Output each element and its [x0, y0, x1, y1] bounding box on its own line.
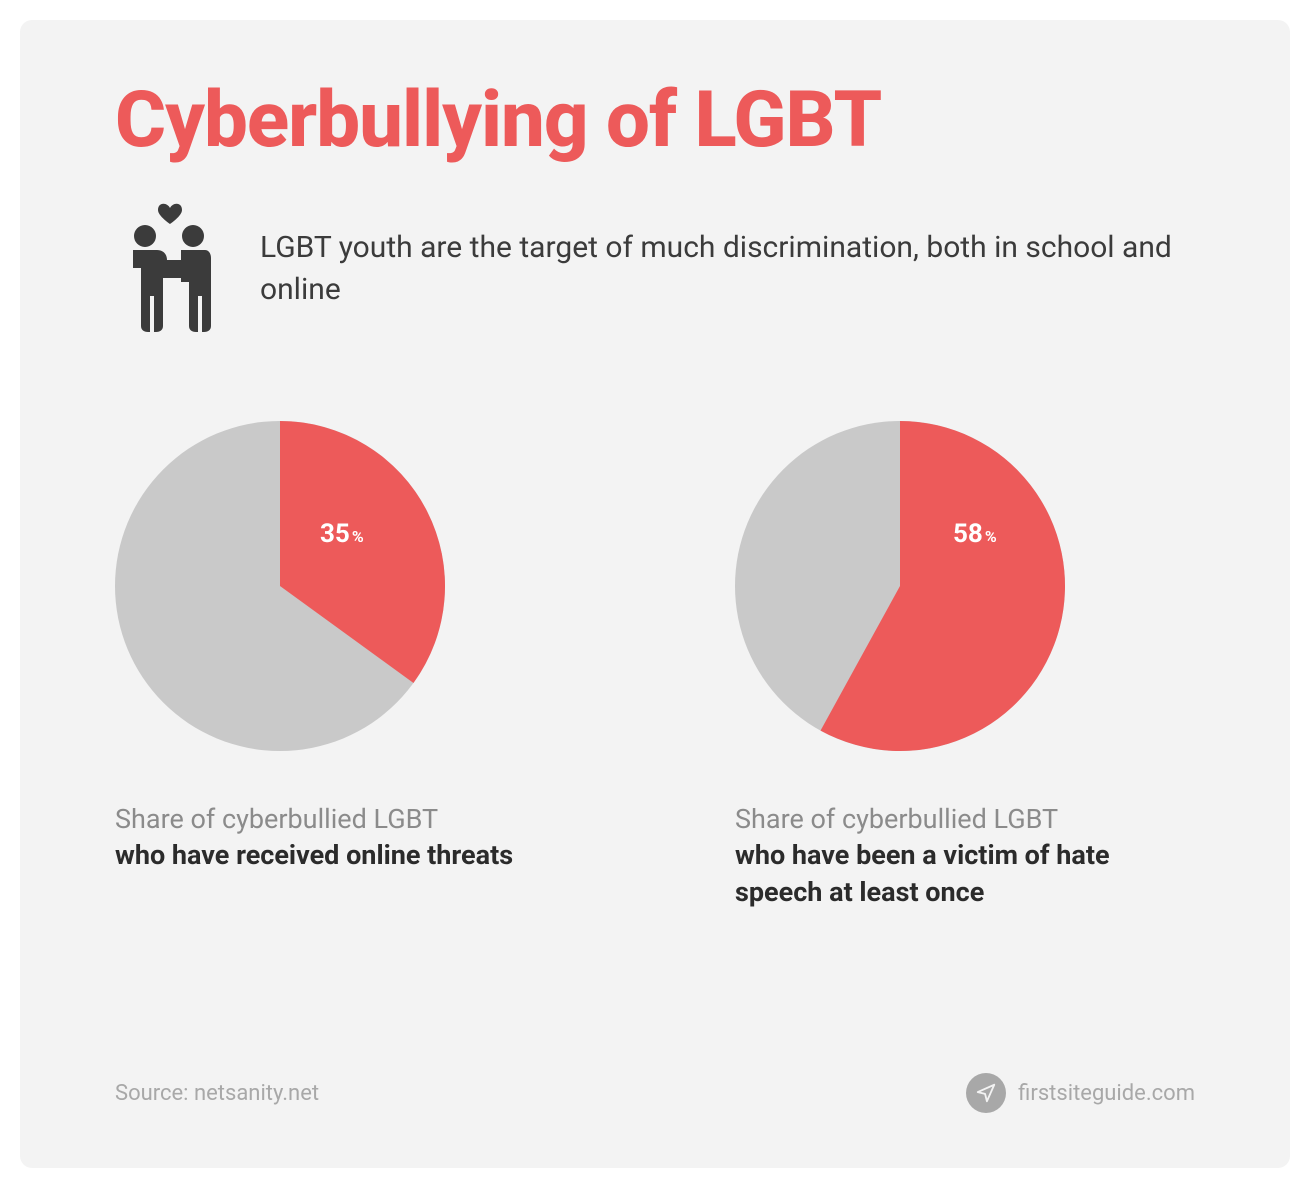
source-prefix: Source: — [115, 1081, 194, 1106]
cursor-arrow-icon — [966, 1073, 1006, 1113]
chart-caption: Share of cyberbullied LGBT who have been… — [735, 801, 1195, 910]
caption-line2: who have received online threats — [115, 837, 575, 873]
pie-value-label: 58 % — [953, 519, 997, 549]
subtitle-row: LGBT youth are the target of much discri… — [115, 202, 1195, 336]
source-text: Source: netsanity.net — [115, 1081, 319, 1106]
brand: firstsiteguide.com — [966, 1073, 1195, 1113]
chart-caption: Share of cyberbullied LGBT who have rece… — [115, 801, 575, 874]
pie-value-label: 35 % — [320, 519, 364, 549]
subtitle-text: LGBT youth are the target of much discri… — [260, 227, 1195, 311]
pie-percent-symbol: % — [985, 527, 997, 546]
pie-percent-symbol: % — [352, 527, 364, 546]
caption-line1: Share of cyberbullied LGBT — [115, 801, 575, 837]
pie-online-threats: 35 % — [115, 421, 445, 751]
footer: Source: netsanity.net firstsiteguide.com — [115, 1073, 1195, 1113]
chart-online-threats: 35 % Share of cyberbullied LGBT who have… — [115, 421, 575, 910]
main-title: Cyberbullying of LGBT — [115, 80, 1195, 162]
caption-line1: Share of cyberbullied LGBT — [735, 801, 1195, 837]
chart-hate-speech: 58 % Share of cyberbullied LGBT who have… — [735, 421, 1195, 910]
pie-value-number: 58 — [953, 519, 983, 549]
source-name: netsanity.net — [194, 1081, 319, 1106]
brand-text: firstsiteguide.com — [1018, 1081, 1195, 1106]
infographic-card: Cyberbullying of LGBT LGBT youth are the — [20, 20, 1290, 1168]
charts-row: 35 % Share of cyberbullied LGBT who have… — [115, 421, 1195, 910]
pie-hate-speech: 58 % — [735, 421, 1065, 751]
caption-line2: who have been a victim of hate speech at… — [735, 837, 1195, 910]
pie-value-number: 35 — [320, 519, 350, 549]
people-hug-heart-icon — [115, 202, 225, 336]
